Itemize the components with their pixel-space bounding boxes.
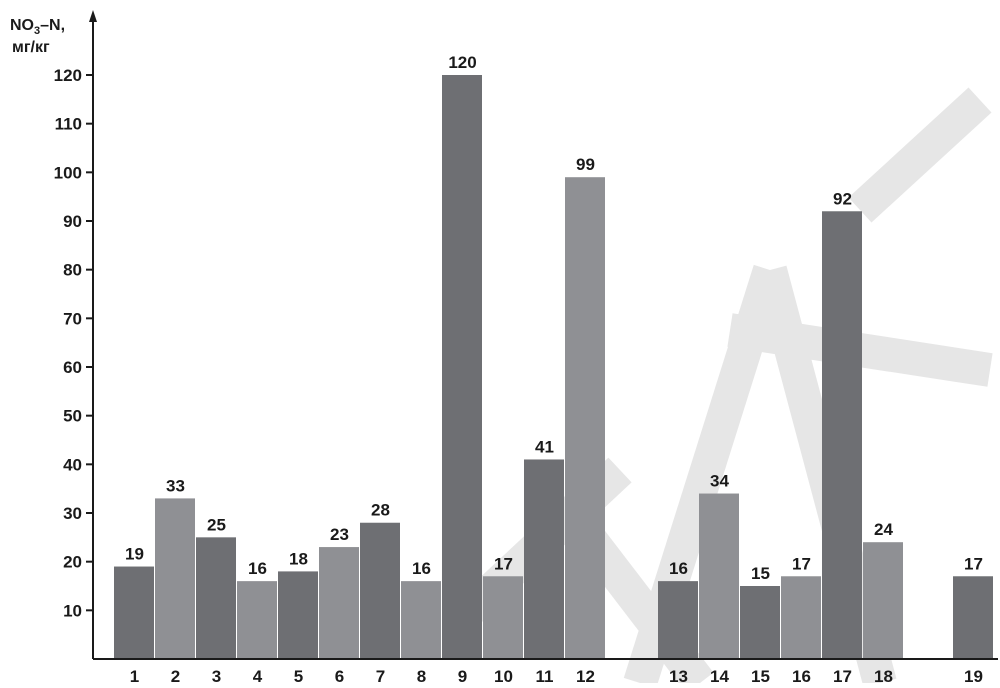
y-tick-label-60: 60 <box>63 358 82 377</box>
data-label-7: 28 <box>371 501 390 520</box>
x-tick-label-18: 18 <box>874 667 893 683</box>
x-tick-label-2: 2 <box>171 667 180 683</box>
axes-group <box>86 10 998 660</box>
bar-16 <box>781 576 821 659</box>
bar-12 <box>565 177 605 659</box>
y-tick-label-120: 120 <box>54 66 82 85</box>
bar-8 <box>401 581 441 659</box>
data-label-16: 17 <box>792 554 811 573</box>
y-tick-label-30: 30 <box>63 504 82 523</box>
y-axis-arrow <box>89 10 97 22</box>
y-tick-label-70: 70 <box>63 309 82 328</box>
bar-3 <box>196 537 236 659</box>
data-label-8: 16 <box>412 559 431 578</box>
x-tick-label-19: 19 <box>964 667 983 683</box>
bar-13 <box>658 581 698 659</box>
y-tick-label-90: 90 <box>63 212 82 231</box>
data-label-13: 16 <box>669 559 688 578</box>
bar-19 <box>953 576 993 659</box>
bar-15 <box>740 586 780 659</box>
bar-17 <box>822 211 862 659</box>
y-tick-label-50: 50 <box>63 407 82 426</box>
bar-10 <box>483 576 523 659</box>
data-label-18: 24 <box>874 520 893 539</box>
x-tick-label-11: 11 <box>536 667 554 683</box>
x-tick-label-16: 16 <box>792 667 811 683</box>
y-tick-label-10: 10 <box>63 601 82 620</box>
y-tick-label-20: 20 <box>63 553 82 572</box>
bar-11 <box>524 459 564 659</box>
x-tick-label-14: 14 <box>710 667 729 683</box>
data-label-19: 17 <box>964 554 983 573</box>
data-label-3: 25 <box>207 515 226 534</box>
data-label-15: 15 <box>751 564 770 583</box>
data-label-1: 19 <box>125 545 144 564</box>
x-tick-label-13: 13 <box>669 667 688 683</box>
y-tick-label-110: 110 <box>55 115 82 134</box>
data-label-17: 92 <box>833 189 852 208</box>
x-tick-label-17: 17 <box>833 667 852 683</box>
data-label-6: 23 <box>330 525 349 544</box>
bar-7 <box>360 522 400 659</box>
data-label-14: 34 <box>710 472 729 491</box>
y-tick-label-100: 100 <box>54 163 82 182</box>
watermark-stroke <box>848 87 992 223</box>
data-label-10: 17 <box>494 554 513 573</box>
x-tick-label-3: 3 <box>212 667 221 683</box>
labels-group: 19 1 33 2 25 3 16 4 18 5 23 6 28 7 16 8 120 9 17 10 41 11 99 12… <box>54 53 983 686</box>
x-tick-label-15: 15 <box>751 667 770 683</box>
x-tick-label-8: 8 <box>417 667 426 683</box>
bar-14 <box>699 493 739 659</box>
data-label-5: 18 <box>289 549 308 568</box>
y-axis-title-line1: NO3–N, <box>10 17 65 37</box>
x-tick-label-5: 5 <box>294 667 303 683</box>
x-tick-label-9: 9 <box>458 667 467 683</box>
data-label-11: 41 <box>535 437 554 456</box>
x-tick-label-4: 4 <box>253 667 263 683</box>
y-tick-label-40: 40 <box>63 455 82 474</box>
data-label-9: 120 <box>448 53 476 72</box>
data-label-12: 99 <box>576 155 595 174</box>
bar-6 <box>319 547 359 659</box>
y-tick-label-80: 80 <box>63 261 82 280</box>
data-label-4: 16 <box>248 559 267 578</box>
bar-18 <box>863 542 903 659</box>
x-tick-label-1: 1 <box>130 667 139 683</box>
bar-4 <box>237 581 277 659</box>
data-label-2: 33 <box>166 476 185 495</box>
bar-9 <box>442 75 482 659</box>
x-tick-label-6: 6 <box>335 667 344 683</box>
x-tick-label-10: 10 <box>494 667 513 683</box>
y-axis-title-line2: мг/кг <box>12 39 50 56</box>
bar-2 <box>155 498 195 659</box>
x-tick-label-7: 7 <box>376 667 385 683</box>
bar-1 <box>114 566 154 659</box>
bars-group <box>114 75 993 659</box>
bar-5 <box>278 571 318 659</box>
x-tick-label-12: 12 <box>576 667 595 683</box>
